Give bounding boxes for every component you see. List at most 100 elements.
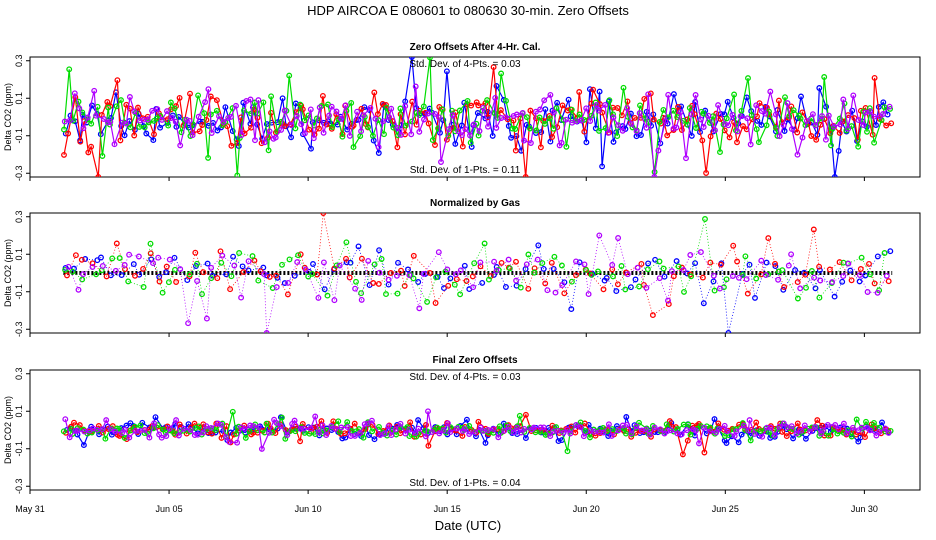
- data-point-red: [871, 280, 878, 287]
- data-point-purple: [643, 426, 649, 433]
- data-point-purple: [285, 279, 292, 286]
- data-point-green: [125, 278, 132, 285]
- data-point-red: [600, 286, 607, 293]
- data-point-purple: [320, 259, 327, 266]
- data-point-purple: [154, 106, 161, 113]
- data-point-purple: [527, 140, 534, 146]
- data-point-red: [114, 77, 121, 84]
- data-point-purple: [218, 421, 225, 428]
- data-point-green: [249, 253, 256, 260]
- data-point-purple: [255, 97, 262, 104]
- data-point-red: [299, 106, 306, 113]
- data-point-purple: [651, 424, 658, 431]
- data-point-purple: [587, 427, 594, 434]
- figure-title: HDP AIRCOA E 080601 to 080630 30-min. Ze…: [307, 3, 629, 18]
- data-point-green: [109, 255, 116, 262]
- data-point-purple: [729, 273, 736, 279]
- data-point-red: [89, 260, 96, 267]
- data-point-purple: [812, 122, 819, 129]
- data-point-green: [305, 273, 312, 280]
- data-point-blue: [746, 261, 753, 268]
- data-point-green: [473, 120, 480, 127]
- data-point-red: [707, 133, 714, 140]
- data-point-purple: [100, 116, 107, 122]
- data-point-purple: [420, 270, 427, 277]
- data-point-purple: [882, 425, 889, 432]
- data-point-blue: [802, 435, 809, 442]
- data-point-red: [135, 104, 141, 111]
- data-point-blue: [823, 103, 830, 110]
- data-point-green: [118, 97, 124, 104]
- data-point-purple: [238, 294, 245, 301]
- data-point-purple: [194, 278, 201, 284]
- data-point-green: [564, 448, 571, 455]
- data-point-green: [863, 418, 869, 425]
- data-point-green: [681, 288, 687, 295]
- data-point-green: [147, 240, 154, 247]
- data-point-purple: [436, 430, 443, 437]
- data-point-purple: [187, 426, 194, 433]
- data-point-red: [358, 255, 365, 262]
- y-tick-label: 0.3: [14, 210, 24, 223]
- data-point-purple: [438, 159, 444, 165]
- data-point-blue: [508, 134, 515, 141]
- data-point-purple: [291, 417, 298, 424]
- data-point-purple: [767, 88, 774, 95]
- data-point-purple: [505, 256, 512, 263]
- data-point-purple: [633, 423, 640, 430]
- data-point-red: [187, 90, 193, 97]
- data-point-green: [218, 259, 225, 266]
- data-point-green: [69, 268, 76, 275]
- data-point-purple: [480, 104, 487, 111]
- data-point-purple: [820, 427, 827, 434]
- data-point-purple: [734, 128, 741, 135]
- data-point-purple: [315, 429, 322, 436]
- data-point-green: [536, 114, 543, 121]
- data-point-green: [457, 291, 464, 298]
- data-point-purple: [822, 136, 829, 143]
- data-point-blue: [375, 150, 382, 156]
- data-point-blue: [540, 265, 547, 272]
- data-point-green: [821, 74, 828, 80]
- data-point-purple: [385, 276, 392, 283]
- data-point-purple: [811, 274, 818, 281]
- data-point-purple: [867, 108, 874, 115]
- data-point-green: [644, 266, 651, 273]
- data-point-red: [71, 419, 77, 426]
- data-point-green: [790, 107, 797, 114]
- data-point-red: [802, 271, 809, 278]
- data-point-purple: [307, 425, 314, 432]
- data-point-green: [797, 115, 804, 122]
- data-point-red: [498, 259, 505, 266]
- data-point-purple: [785, 262, 792, 269]
- data-point-purple: [300, 425, 307, 432]
- data-point-red: [132, 272, 138, 279]
- data-point-green: [687, 431, 694, 438]
- data-point-green: [484, 97, 491, 104]
- data-point-green: [394, 290, 401, 297]
- data-point-blue: [873, 122, 879, 129]
- data-point-red: [641, 95, 648, 102]
- data-point-green: [789, 426, 796, 432]
- data-point-blue: [735, 439, 742, 446]
- data-point-green: [424, 298, 431, 305]
- data-point-purple: [241, 425, 248, 432]
- data-point-purple: [467, 132, 473, 139]
- data-point-red: [717, 261, 724, 268]
- data-point-red: [665, 301, 672, 308]
- data-point-purple: [323, 432, 330, 439]
- data-point-purple: [624, 421, 631, 428]
- data-point-green: [186, 271, 193, 278]
- data-point-green: [358, 290, 365, 297]
- data-point-green: [113, 103, 120, 110]
- data-point-purple: [346, 132, 353, 139]
- data-point-green: [533, 127, 540, 134]
- data-point-purple: [261, 139, 268, 146]
- data-point-purple: [501, 427, 508, 434]
- data-point-green: [402, 122, 409, 129]
- data-point-purple: [263, 330, 270, 333]
- x-tick-label: Jun 05: [156, 504, 183, 514]
- data-point-purple: [874, 289, 881, 296]
- data-point-green: [731, 91, 738, 98]
- data-point-purple: [144, 116, 151, 123]
